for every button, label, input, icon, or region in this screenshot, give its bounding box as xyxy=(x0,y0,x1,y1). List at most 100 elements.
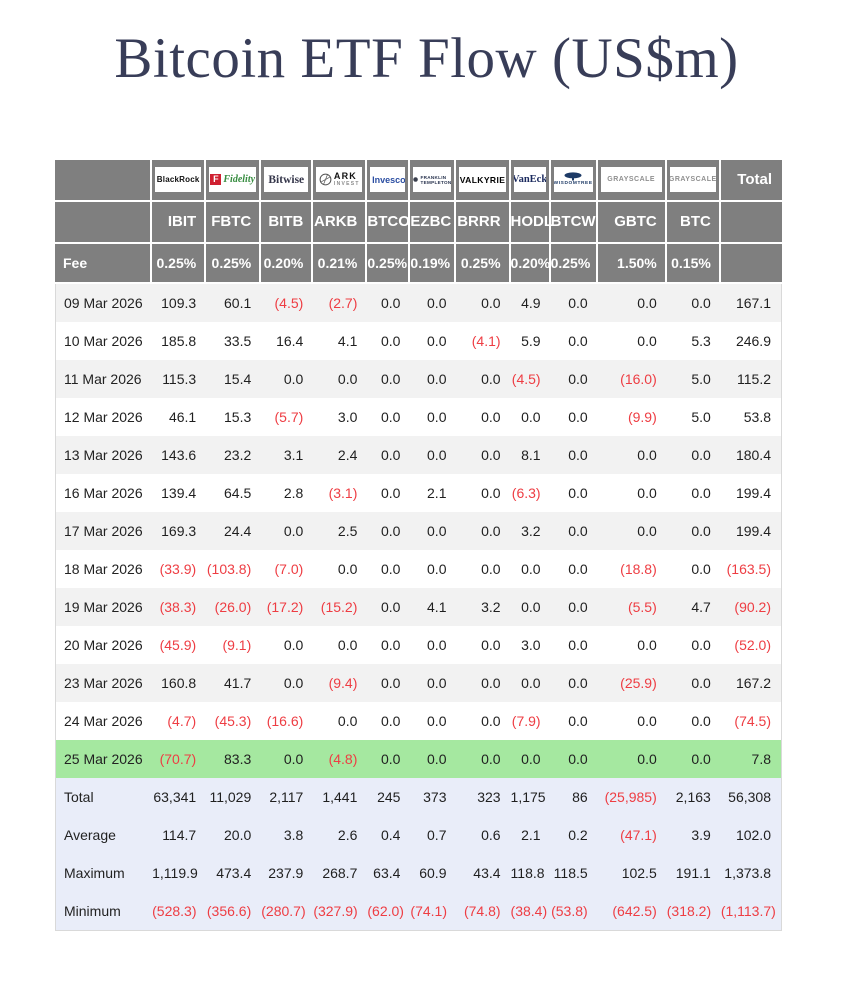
value-cell: 0.0 xyxy=(597,473,667,512)
value-cell: 0.0 xyxy=(550,473,598,512)
value-cell: 0.0 xyxy=(597,321,667,360)
value-cell: 0.0 xyxy=(456,473,511,512)
ticker-cell: BTCW xyxy=(550,201,598,244)
value-cell: 0.0 xyxy=(550,435,598,474)
row-total-cell: (163.5) xyxy=(720,549,782,588)
provider-logo-cell: GRAYSCALE xyxy=(666,159,721,202)
etf-flow-table-container: BlackRock F Fidelity Bitwise ARK INVEST Invesc… xyxy=(55,159,782,931)
row-total-cell: 53.8 xyxy=(720,397,782,436)
summary-value-cell: 373 xyxy=(410,777,457,816)
fee-label-cell: Fee xyxy=(55,243,153,284)
value-cell: 0.0 xyxy=(597,283,667,322)
table-row: 12 Mar 2026 46.1 15.3 (5.7) 3.0 0.0 0.0 0.0 0.0 0… xyxy=(55,397,782,436)
row-total-cell: 167.1 xyxy=(720,283,782,322)
fee-cell: 0.25% xyxy=(550,243,598,284)
ticker-cell: FBTC xyxy=(206,201,262,244)
value-cell: (4.1) xyxy=(456,321,511,360)
highlighted-table-row: 25 Mar 2026 (70.7) 83.3 0.0 (4.8) 0.0 0.0 0.0 0.… xyxy=(55,739,782,778)
value-cell: 109.3 xyxy=(152,283,207,322)
value-cell: 15.3 xyxy=(206,397,262,436)
value-cell: 0.0 xyxy=(367,359,411,398)
ticker-cell: HODL xyxy=(510,201,553,244)
fee-cell: 0.25% xyxy=(456,243,511,284)
summary-label-cell: Minimum xyxy=(55,891,153,931)
fee-cell: 0.21% xyxy=(313,243,368,284)
ticker-cell: ARKB xyxy=(313,201,368,244)
value-cell: 3.0 xyxy=(510,625,551,664)
wisdomtree-logo: WISDOMTREE xyxy=(553,167,593,193)
etf-flow-table: BlackRock F Fidelity Bitwise ARK INVEST Invesc… xyxy=(55,159,782,931)
value-cell: (16.0) xyxy=(597,359,667,398)
vaneck-wordmark: VanEck xyxy=(513,174,546,186)
value-cell: (6.3) xyxy=(510,473,551,512)
value-cell: (9.9) xyxy=(597,397,667,436)
summary-value-cell: 43.4 xyxy=(456,853,511,892)
ticker-cell: IBIT xyxy=(152,201,207,244)
value-cell: 0.0 xyxy=(550,701,598,740)
summary-value-cell: 268.7 xyxy=(313,853,368,892)
wisdomtree-wordmark: WISDOMTREE xyxy=(554,172,593,186)
value-cell: 115.3 xyxy=(152,359,207,398)
value-cell: 4.9 xyxy=(510,283,551,322)
value-cell: 0.0 xyxy=(666,663,721,702)
value-cell: 0.0 xyxy=(597,701,667,740)
value-cell: 16.4 xyxy=(261,321,314,360)
value-cell: 0.0 xyxy=(367,701,411,740)
summary-label-cell: Average xyxy=(55,815,153,854)
value-cell: 23.2 xyxy=(206,435,262,474)
value-cell: 64.5 xyxy=(206,473,262,512)
grayscale-wordmark: GRAYSCALE xyxy=(607,176,656,184)
value-cell: 2.5 xyxy=(313,511,368,550)
value-cell: 15.4 xyxy=(206,359,262,398)
summary-value-cell: (327.9) xyxy=(313,891,368,931)
fee-cell: 0.25% xyxy=(367,243,411,284)
value-cell: (4.7) xyxy=(152,701,207,740)
value-cell: (3.1) xyxy=(313,473,368,512)
date-cell: 24 Mar 2026 xyxy=(55,701,153,740)
value-cell: 0.0 xyxy=(367,511,411,550)
fee-cell: 0.25% xyxy=(152,243,207,284)
value-cell: (16.6) xyxy=(261,701,314,740)
table-row: 13 Mar 2026 143.6 23.2 3.1 2.4 0.0 0.0 0.0 8.1 0.… xyxy=(55,435,782,474)
value-cell: (103.8) xyxy=(206,549,262,588)
provider-logo-cell: Invesco xyxy=(367,159,411,202)
value-cell: 4.7 xyxy=(666,587,721,626)
value-cell: (45.3) xyxy=(206,701,262,740)
franklin-text: FRANKLIN xyxy=(420,174,447,180)
value-cell: 0.0 xyxy=(666,511,721,550)
value-cell: 24.4 xyxy=(206,511,262,550)
value-cell: 0.0 xyxy=(456,625,511,664)
ticker-total-spacer-cell xyxy=(720,201,782,244)
summary-value-cell: 323 xyxy=(456,777,511,816)
wisdomtree-tree-icon xyxy=(564,172,582,181)
summary-value-cell: 114.7 xyxy=(152,815,207,854)
date-cell: 23 Mar 2026 xyxy=(55,663,153,702)
summary-value-cell: (38.4) xyxy=(510,891,551,931)
value-cell: (17.2) xyxy=(261,587,314,626)
value-cell: (2.7) xyxy=(313,283,368,322)
ticker-header-row: IBIT FBTC BITB ARKB BTCO EZBC BRRR HODL BTCW GBTC… xyxy=(55,201,782,244)
invesco-logo: Invesco xyxy=(370,167,406,193)
summary-value-cell: 63.4 xyxy=(367,853,411,892)
value-cell: 0.0 xyxy=(261,511,314,550)
value-cell: (9.1) xyxy=(206,625,262,664)
summary-value-cell: 0.4 xyxy=(367,815,411,854)
row-total-cell: 199.4 xyxy=(720,473,782,512)
summary-row: Minimum (528.3) (356.6) (280.7) (327.9) (62.0… xyxy=(55,891,782,931)
vaneck-logo: VanEck xyxy=(513,167,546,193)
date-cell: 11 Mar 2026 xyxy=(55,359,153,398)
value-cell: 0.0 xyxy=(456,359,511,398)
value-cell: 0.0 xyxy=(510,549,551,588)
value-cell: (18.8) xyxy=(597,549,667,588)
value-cell: 185.8 xyxy=(152,321,207,360)
value-cell: 0.0 xyxy=(313,549,368,588)
value-cell: 0.0 xyxy=(261,663,314,702)
table-row: 09 Mar 2026 109.3 60.1 (4.5) (2.7) 0.0 0.0 0.0 4… xyxy=(55,283,782,322)
value-cell: 5.9 xyxy=(510,321,551,360)
provider-logo-cell: FRANKLIN TEMPLETON xyxy=(410,159,457,202)
date-cell: 12 Mar 2026 xyxy=(55,397,153,436)
value-cell: (33.9) xyxy=(152,549,207,588)
value-cell: 0.0 xyxy=(410,549,457,588)
value-cell: 0.0 xyxy=(666,473,721,512)
row-total-cell: 180.4 xyxy=(720,435,782,474)
